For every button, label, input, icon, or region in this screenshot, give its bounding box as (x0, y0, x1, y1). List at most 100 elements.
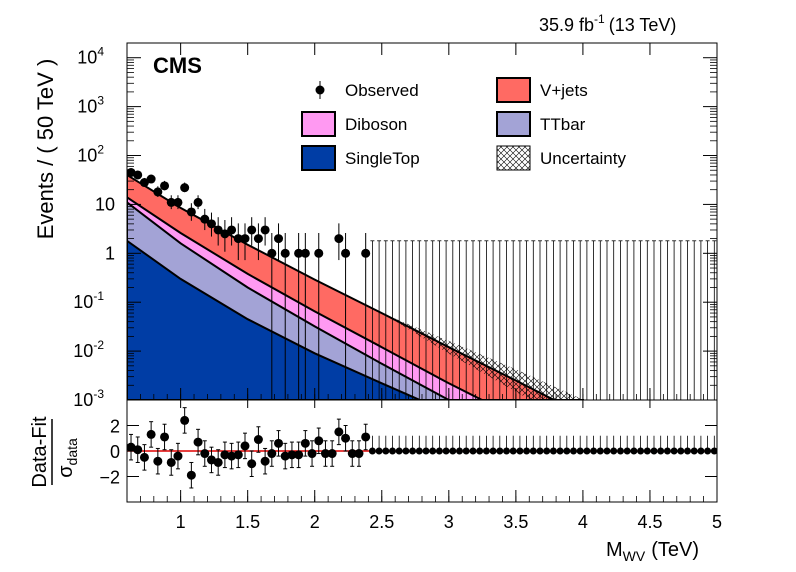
ratio-empty-bin (650, 435, 658, 455)
ratio-point (327, 440, 337, 467)
ratio-empty-bin (389, 435, 396, 455)
x-axis-label: MWV (TeV) (606, 539, 699, 564)
ratio-empty-bin (382, 435, 390, 455)
x-tick-label: 3 (444, 512, 454, 532)
y-tick-label: 10 (95, 194, 115, 214)
x-tick-label: 5 (712, 512, 722, 532)
observed-point (133, 170, 143, 180)
main-y-label: Events / ( 50 TeV ) (33, 59, 58, 240)
ratio-y-axis: 2 0 −2 (99, 417, 717, 488)
ratio-point (227, 442, 237, 470)
ratio-empty-bin (563, 435, 571, 455)
luminosity-label: 35.9 fb-1 (13 TeV) (539, 12, 676, 35)
y-tick-label: 102 (77, 143, 104, 166)
ratio-empty-bin (704, 435, 712, 455)
observed-point (267, 233, 277, 400)
ratio-empty-bin (415, 435, 423, 455)
ratio-empty-bin (409, 435, 417, 455)
observed-point (206, 212, 216, 237)
ratio-y-tick-label: −2 (99, 468, 120, 488)
ratio-empty-bin (549, 435, 557, 455)
ratio-empty-bin (556, 435, 564, 455)
observed-point (200, 208, 210, 231)
legend-label: Diboson (345, 115, 407, 134)
ratio-point (220, 441, 230, 469)
ratio-empty-bin (476, 435, 484, 455)
x-axis: 1 1.5 2 2.5 3 3.5 4 4.5 5 (126, 400, 722, 532)
ratio-point (260, 447, 270, 475)
legend-ttbar: TTbar (496, 111, 586, 137)
x-tick-label: 1.5 (235, 512, 260, 532)
observed-point (253, 223, 263, 261)
ratio-empty-bin (576, 435, 584, 455)
cms-label: CMS (153, 53, 202, 78)
ratio-y-label-numerator: Data-Fit (29, 416, 51, 488)
main-x-ticks (126, 43, 718, 400)
ratio-point (173, 442, 183, 470)
ratio-point (341, 425, 351, 452)
y-tick-label: 10-3 (73, 387, 104, 410)
ratio-point (307, 440, 317, 467)
observed-point (280, 233, 290, 400)
ratio-point (320, 440, 330, 467)
ratio-point (300, 430, 310, 457)
x-tick-label: 1 (176, 512, 186, 532)
observed-point (247, 217, 257, 246)
ratio-empty-bin (482, 435, 490, 455)
legend-label: Observed (345, 81, 419, 100)
ratio-y-label-denominator: σdata (55, 438, 80, 478)
ratio-y-label: Data-Fit σdata (29, 416, 80, 488)
ratio-point (146, 421, 156, 448)
y-tick-label: 1 (105, 243, 115, 263)
ratio-empty-bin (596, 435, 604, 455)
main-y-axis: 10-3 10-2 10-1 1 10 102 103 104 (73, 42, 717, 410)
observed-point (213, 217, 223, 246)
uncertainty-layer (381, 313, 583, 400)
ratio-empty-bin (583, 435, 591, 455)
ratio-empty-bin (590, 435, 598, 455)
legend: Observed V+jets Diboson TTbar SingleTop … (301, 77, 626, 171)
observed-point (173, 195, 183, 210)
ratio-empty-bin (536, 435, 544, 455)
observed-point (341, 233, 351, 400)
ratio-empty-bin (442, 435, 450, 455)
ratio-empty-bin (375, 435, 383, 455)
ratio-point (193, 428, 203, 456)
observed-point (153, 186, 163, 197)
observed-point (274, 223, 284, 261)
observed-point (146, 174, 156, 184)
ratio-empty-bin (603, 435, 611, 455)
x-tick-label: 4.5 (637, 512, 662, 532)
ratio-empty-bin (529, 435, 537, 455)
ratio-panel: 2 0 −2 1 1.5 2 2.5 3 3.5 4 4.5 5 Data-Fit σdata MW… (29, 399, 722, 564)
observed-point (139, 177, 149, 188)
ratio-point (139, 444, 149, 471)
x-tick-label: 3.5 (503, 512, 528, 532)
legend-singletop: SingleTop (301, 145, 420, 171)
legend-observed: Observed (315, 81, 419, 100)
stack-layer (127, 173, 584, 400)
ratio-empty-bin (677, 435, 685, 455)
ratio-empty-bin (449, 435, 457, 455)
ratio-empty-bin (543, 435, 551, 455)
y-tick-label: 103 (77, 94, 104, 117)
ratio-empty-bin (523, 435, 531, 455)
ratio-point (160, 423, 170, 451)
ratio-empty-bin (684, 435, 691, 455)
ratio-empty-bin (435, 435, 443, 455)
ratio-point (294, 441, 304, 469)
ratio-empty-bin (395, 435, 403, 455)
observed-point (227, 217, 237, 246)
legend-uncertainty: Uncertainty (496, 145, 626, 171)
ratio-empty-bin (422, 435, 430, 455)
ratio-empty-bin (623, 435, 631, 455)
observed-point (240, 223, 250, 261)
y-tick-label: 104 (77, 45, 104, 68)
observed-point (186, 203, 196, 221)
ratio-empty-bin (368, 435, 376, 455)
x-tick-label: 4 (578, 512, 588, 532)
legend-diboson: Diboson (301, 111, 407, 137)
observed-point (260, 217, 270, 246)
ratio-point (361, 423, 371, 451)
